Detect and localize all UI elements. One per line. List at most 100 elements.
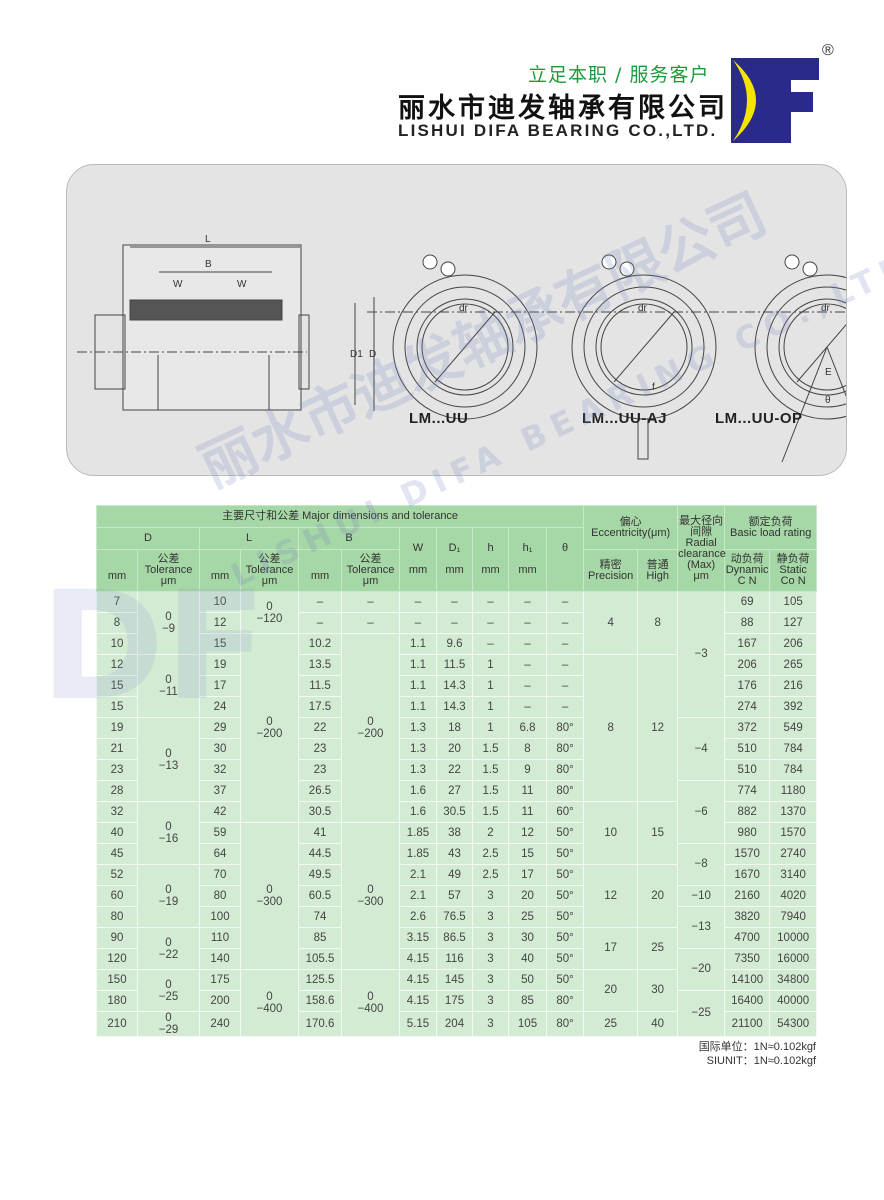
- cell-L: 80: [199, 885, 241, 907]
- cell-h: 3: [472, 990, 509, 1012]
- cell-dynamic: 1670: [724, 864, 771, 886]
- specification-table: 主要尺寸和公差 Major dimensions and tolerance 偏…: [95, 505, 818, 1037]
- cell-D-tolerance-upper: 0: [165, 674, 172, 686]
- cell-h: 1: [472, 717, 509, 739]
- cell-h: 2.5: [472, 864, 509, 886]
- cell-D-tolerance: 0 −19: [137, 864, 200, 928]
- cell-L: 30: [199, 738, 241, 760]
- cell-static: 1370: [769, 801, 818, 823]
- header-h1: h₁ mm: [508, 527, 547, 592]
- cell-D-tolerance-lower: −29: [158, 1024, 179, 1036]
- cell-radial-clearance: −8: [677, 843, 726, 886]
- cell-B: 158.6: [298, 990, 342, 1012]
- cell-theta: 80°: [545, 738, 585, 760]
- type-label-uu: LM...UU: [409, 410, 469, 427]
- cell-dynamic: 774: [724, 780, 771, 802]
- table-body: 7 0 −9 10 0 −120– – – – – – –4 8 −3 69 105 8 12– – – – – – –88 1…: [96, 591, 818, 1037]
- table-row: 28 37 26.5 1.6 27 1.5 11 80° −6 774 1180: [96, 780, 818, 844]
- header-B: B: [298, 527, 400, 550]
- cell-h1: 105: [508, 1011, 547, 1037]
- cell-dynamic: 14100: [724, 969, 771, 991]
- header-D: D: [96, 527, 200, 550]
- cell-radial-clearance: −10: [677, 885, 726, 907]
- cell-B: 85: [298, 927, 342, 949]
- cell-B: 44.5: [298, 843, 342, 865]
- unit-note-cn: 国际单位：1N≈0.102kgf: [698, 1041, 816, 1053]
- cell-h1: –: [508, 612, 547, 634]
- cell-D1: 116: [436, 948, 473, 970]
- cell-radial-clearance: −4: [677, 717, 726, 781]
- cell-L: 59: [199, 822, 241, 844]
- cell-D: 19: [96, 717, 138, 739]
- cell-static: 1180: [769, 780, 818, 802]
- cell-static: 265: [769, 654, 818, 676]
- cell-h: 3: [472, 885, 509, 907]
- cell-B: 49.5: [298, 864, 342, 886]
- table-row: 7 0 −9 10 0 −120– – – – – – –4 8 −3 69 105: [96, 591, 818, 718]
- header-precision: 精密 Precision: [583, 549, 639, 592]
- dim-dr-1: dr: [459, 303, 469, 314]
- registered-mark: ®: [822, 42, 834, 59]
- cell-D: 28: [96, 780, 138, 802]
- cell-D-tolerance: 0 −11: [137, 654, 200, 718]
- cell-high: 12: [637, 654, 679, 802]
- cell-D1: 43: [436, 843, 473, 865]
- cell-D: 180: [96, 990, 138, 1012]
- cell-L: 29: [199, 717, 241, 739]
- cell-L-tolerance: 0 −400: [240, 969, 299, 1037]
- dim-D: D: [369, 349, 376, 360]
- cell-W: 4.15: [399, 948, 437, 970]
- cell-static: 549: [769, 717, 818, 739]
- cell-L: 200: [199, 990, 241, 1012]
- header-major-dimensions: 主要尺寸和公差 Major dimensions and tolerance: [95, 505, 585, 528]
- cell-h1: 40: [508, 948, 547, 970]
- cell-L-tolerance-lower: −200: [256, 728, 283, 740]
- dim-W-left: W: [173, 279, 183, 290]
- table-row: 15 24 17.5 1.1 14.3 1– –274 392: [96, 696, 818, 718]
- cell-high: 15: [637, 801, 679, 865]
- cell-dynamic: 510: [724, 759, 771, 781]
- cell-L: 140: [199, 948, 241, 970]
- cell-D1: –: [436, 591, 473, 613]
- cell-dynamic: 882: [724, 801, 771, 823]
- cell-B-tolerance: 0 −400: [341, 969, 400, 1037]
- cell-static: 54300: [769, 1011, 818, 1037]
- cell-h1: 6.8: [508, 717, 547, 739]
- dim-L: L: [205, 234, 211, 245]
- cell-dynamic: 274: [724, 696, 771, 718]
- cell-h: 2: [472, 822, 509, 844]
- cell-L: 12: [199, 612, 241, 634]
- cell-D: 10: [96, 633, 138, 655]
- cell-L: 37: [199, 780, 241, 802]
- cell-L-tolerance-lower: −120: [256, 612, 283, 625]
- cell-dynamic: 16400: [724, 990, 771, 1012]
- cell-h: 3: [472, 1011, 509, 1037]
- cell-h: 1: [472, 696, 509, 718]
- header-dynamic: 动负荷 Dynamic C N: [724, 549, 771, 592]
- table-row: 80 100 74 2.6 76.5 3 25 50° −13 3820 7940: [96, 906, 818, 949]
- cell-L: 100: [199, 906, 241, 928]
- cell-static: 216: [769, 675, 818, 697]
- cell-D: 40: [96, 822, 138, 844]
- cell-L: 70: [199, 864, 241, 886]
- cell-L-tolerance: 0 −300: [240, 822, 299, 970]
- cell-W: 1.3: [399, 717, 437, 739]
- cell-precision: 4: [583, 591, 639, 655]
- cell-theta: 50°: [545, 906, 585, 928]
- cell-W: 1.85: [399, 843, 437, 865]
- cell-high: 25: [637, 927, 679, 970]
- cell-D: 60: [96, 885, 138, 907]
- cell-W: 5.15: [399, 1011, 437, 1037]
- cell-B: 170.6: [298, 1011, 342, 1037]
- cell-D1: 22: [436, 759, 473, 781]
- cell-dynamic: 3820: [724, 906, 771, 928]
- cell-B: 17.5: [298, 696, 342, 718]
- cell-D1: 175: [436, 990, 473, 1012]
- cell-W: 1.1: [399, 654, 437, 676]
- cell-D-tolerance-lower: −9: [161, 623, 176, 635]
- cell-h: 2.5: [472, 843, 509, 865]
- cell-D1: 76.5: [436, 906, 473, 928]
- header-high: 普通 High: [637, 549, 679, 592]
- cell-h1: 25: [508, 906, 547, 928]
- cell-D-tolerance: 0 −9: [137, 591, 200, 655]
